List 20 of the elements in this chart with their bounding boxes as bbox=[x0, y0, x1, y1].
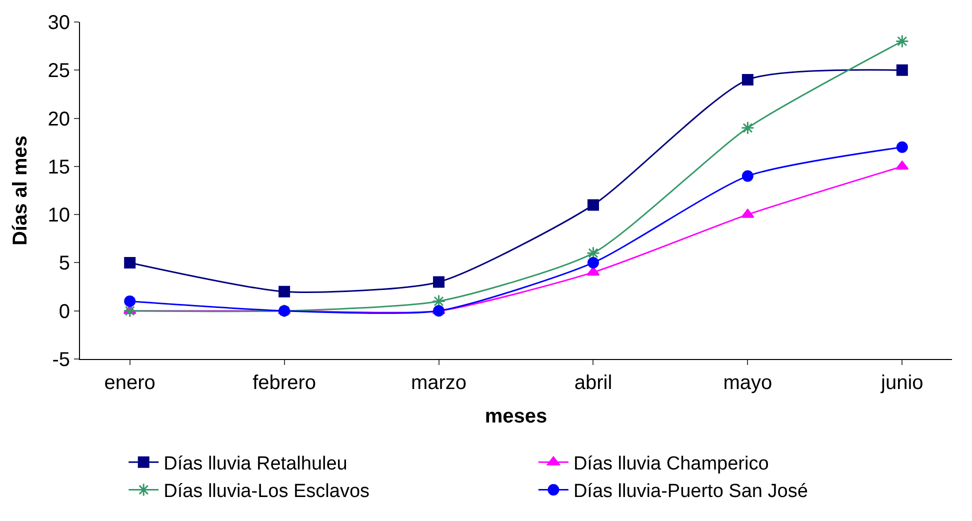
y-tick-label: -5 bbox=[52, 349, 70, 371]
legend-label: Días lluvia Champerico bbox=[573, 454, 769, 475]
x-tick-label: abril bbox=[574, 372, 612, 394]
x-axis-title: meses bbox=[484, 406, 548, 428]
legend-label: Días lluvia-Puerto San José bbox=[573, 481, 808, 502]
y-tick-label: 30 bbox=[48, 12, 70, 34]
legend-label: Días lluvia Retalhuleu bbox=[164, 454, 348, 475]
y-tick-label: 10 bbox=[48, 204, 70, 227]
x-tick-label: febrero bbox=[252, 372, 316, 394]
x-tick-label: junio bbox=[880, 372, 924, 394]
y-axis-title: Días al mes bbox=[9, 135, 32, 246]
x-tick-label: enero bbox=[104, 372, 156, 394]
y-tick-label: 25 bbox=[48, 60, 70, 82]
y-tick-label: 15 bbox=[48, 156, 70, 178]
x-tick-label: mayo bbox=[723, 372, 772, 394]
y-tick-label: 20 bbox=[48, 108, 70, 130]
y-tick-label: 5 bbox=[58, 252, 70, 275]
y-tick-label: 0 bbox=[58, 300, 70, 323]
legend-label: Días lluvia-Los Esclavos bbox=[164, 481, 370, 502]
x-tick-label: marzo bbox=[410, 372, 467, 394]
